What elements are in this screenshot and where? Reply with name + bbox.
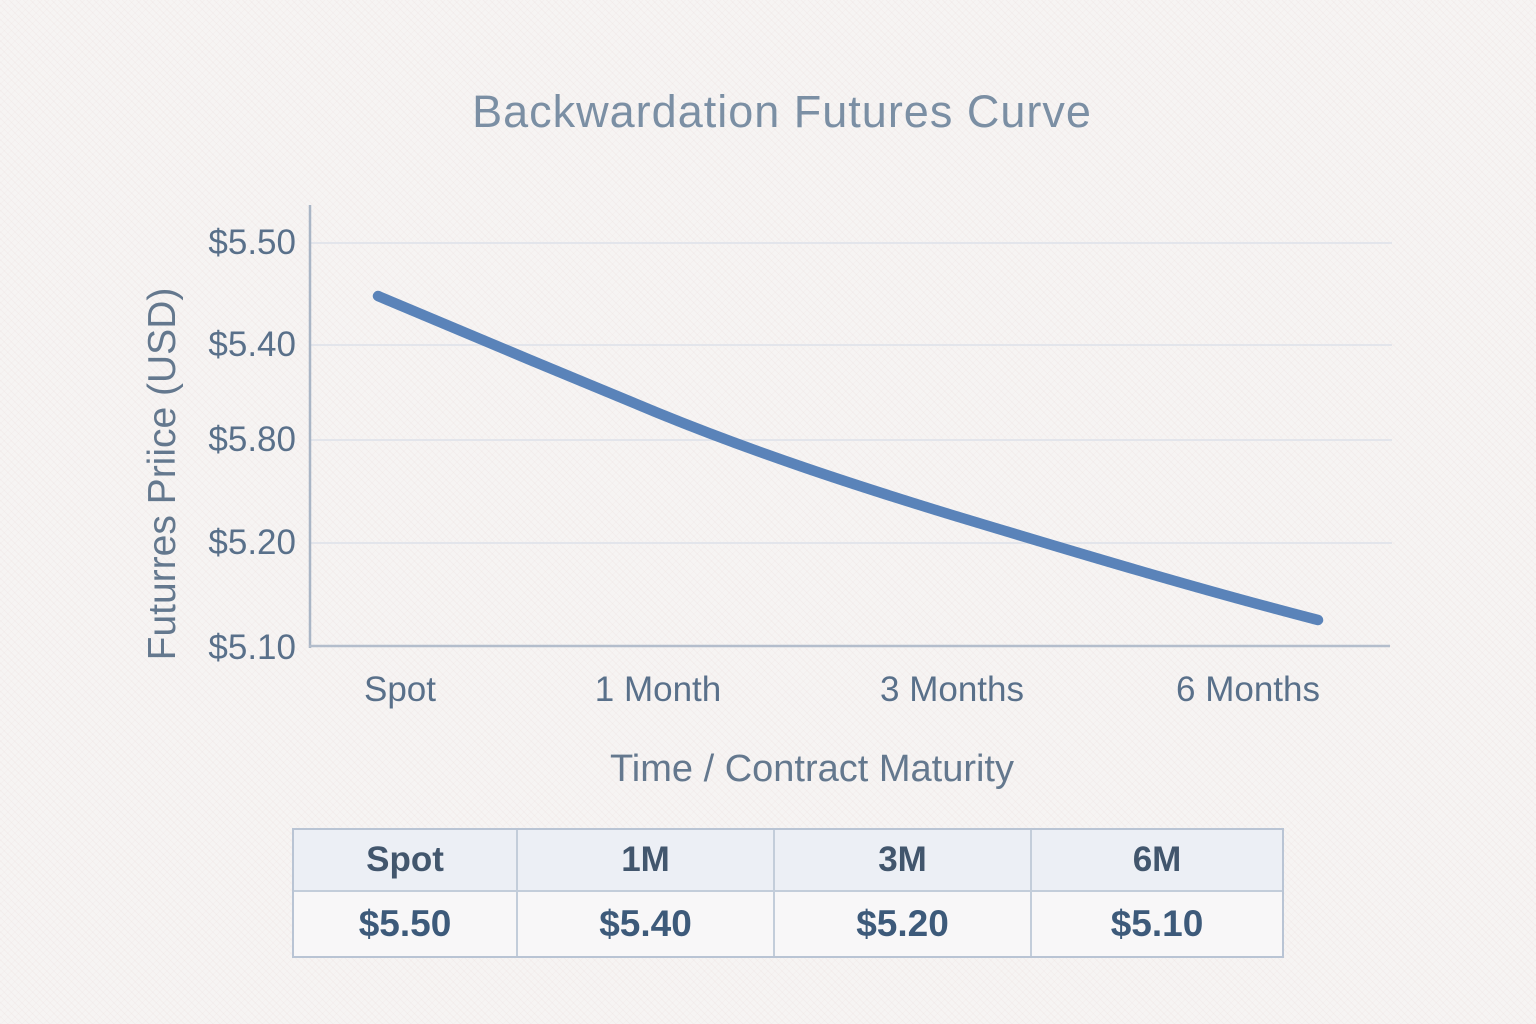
y-tick-label: $5.20 bbox=[208, 523, 296, 562]
x-tick-label: 6 Months bbox=[1176, 670, 1320, 709]
table-value-cell: $5.50 bbox=[294, 892, 518, 956]
table-header-cell: 1M bbox=[518, 830, 775, 892]
x-tick-label: Spot bbox=[364, 670, 436, 709]
table-header-cell: 3M bbox=[775, 830, 1032, 892]
y-tick-label: $5.80 bbox=[208, 420, 296, 459]
table-value-cell: $5.20 bbox=[775, 892, 1032, 956]
x-tick-label: 1 Month bbox=[594, 670, 722, 709]
x-tick-label: 3 Months bbox=[880, 670, 1024, 709]
table-header-cell: Spot bbox=[294, 830, 518, 892]
table-header-cell: 6M bbox=[1032, 830, 1282, 892]
x-axis-title: Time / Contract Maturity bbox=[609, 748, 1014, 790]
chart-title: Backwardation Futures Curve bbox=[472, 86, 1092, 137]
table-value-cell: $5.10 bbox=[1032, 892, 1282, 956]
futures-curve-line bbox=[372, 290, 1324, 626]
y-tick-label: $5.40 bbox=[208, 325, 296, 364]
price-summary-table: Spot 1M 3M 6M $5.50 $5.40 $5.20 $5.10 bbox=[292, 828, 1284, 958]
y-tick-label: $5.10 bbox=[208, 628, 296, 667]
y-tick-label: $5.50 bbox=[208, 223, 296, 262]
table-value-cell: $5.40 bbox=[518, 892, 775, 956]
